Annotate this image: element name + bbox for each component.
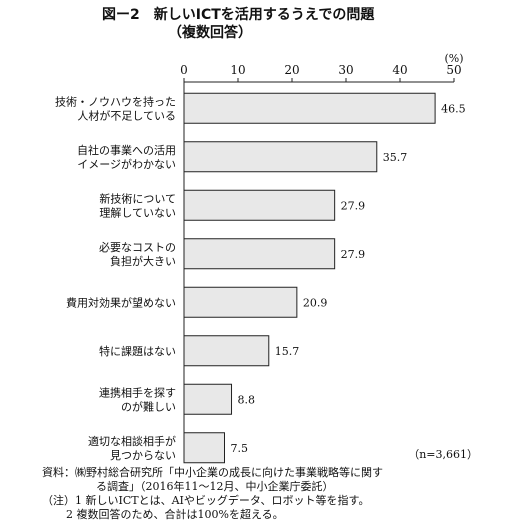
category-label: イメージがわかない (77, 157, 176, 171)
category-label: 負担が大きい (110, 254, 176, 268)
bar-value-label: 35.7 (383, 151, 408, 164)
category-label: のが難しい (121, 399, 176, 413)
footnotes: （注）1 新しいICTとは、AIやビッグデータ、ロボット等を指す。 2 複数回答… (42, 494, 369, 522)
bar (183, 238, 336, 270)
source-line-2: る調査」（2016年11～12月、中小企業庁委託） (96, 480, 334, 493)
note-line-2: 2 複数回答のため、合計は100%を超える。 (66, 508, 284, 521)
x-tick-label: 0 (180, 63, 188, 77)
chart-title: 図ー2 新しいICTを活用するうえでの問題 （複数回答） (102, 6, 374, 42)
bar (183, 335, 270, 367)
chart-subtitle: （複数回答） (168, 25, 252, 41)
sample-size-label: （n=3,661） (408, 448, 478, 461)
category-label: 新技術について (99, 191, 176, 205)
x-tick-label: 40 (392, 63, 407, 77)
x-tick-label: 20 (284, 63, 299, 77)
bar (183, 141, 378, 173)
category-label: 特に課題はない (99, 344, 176, 358)
x-tick-label: 50 (446, 63, 461, 77)
unit-label: (%) (444, 52, 463, 65)
category-label: 適切な相談相手が (88, 434, 176, 448)
bar-value-label: 46.5 (441, 102, 466, 115)
x-tick-label: 10 (230, 63, 245, 77)
source-line-1: 資料：㈱野村総合研究所「中小企業の成長に向けた事業戦略等に関す (42, 466, 383, 479)
category-label: 見つからない (110, 449, 176, 462)
chart-title-main: 図ー2 新しいICTを活用するうえでの問題 (102, 7, 375, 23)
bar-value-label: 7.5 (231, 442, 249, 455)
bar (183, 383, 233, 415)
category-label: 技術・ノウハウを持った (55, 94, 176, 108)
bar-value-label: 15.7 (275, 345, 300, 358)
bar-value-label: 27.9 (341, 248, 366, 261)
bar-value-label: 8.8 (238, 393, 256, 406)
bar (183, 189, 336, 221)
note-line-1: （注）1 新しいICTとは、AIやビッグデータ、ロボット等を指す。 (42, 494, 370, 507)
bar-value-label: 20.9 (303, 296, 328, 309)
category-label: 必要なコストの (99, 241, 176, 254)
x-tick-label: 30 (338, 63, 353, 77)
category-label: 理解していない (99, 205, 176, 219)
category-label: 自社の事業への活用 (77, 143, 176, 157)
bar (183, 432, 225, 464)
source-note: 資料：㈱野村総合研究所「中小企業の成長に向けた事業戦略等に関す る調査」（201… (42, 466, 383, 494)
bar (183, 92, 436, 124)
bar-value-label: 27.9 (341, 199, 366, 212)
category-label: 人材が不足している (77, 108, 176, 122)
bar (183, 286, 298, 318)
category-label: 連携相手を探す (99, 385, 176, 399)
category-label: 費用対効果が望めない (66, 295, 176, 309)
